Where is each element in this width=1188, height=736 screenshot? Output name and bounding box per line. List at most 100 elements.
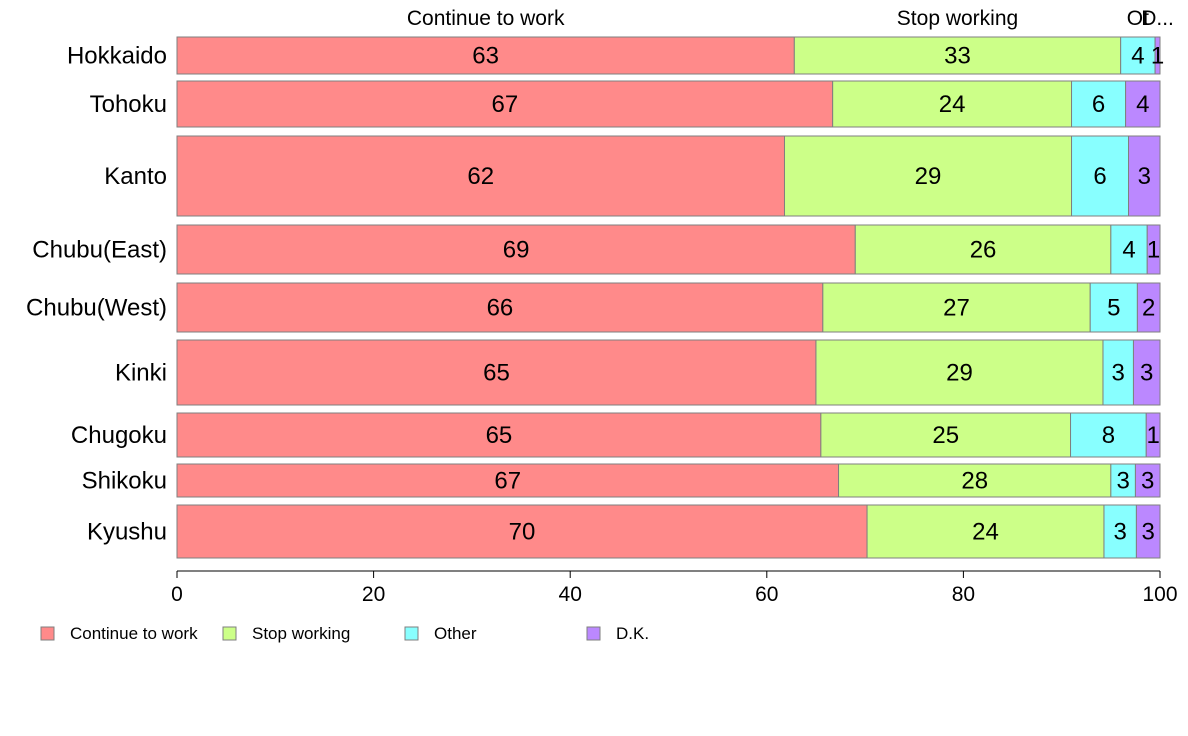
data-label: 28 xyxy=(961,468,988,495)
bar-tohoku-other xyxy=(1071,80,1127,128)
data-label: 33 xyxy=(944,43,971,70)
legend: Continue to work Stop working Other D.K. xyxy=(40,624,649,643)
legend-swatch xyxy=(404,626,419,641)
x-axis: 0 20 40 60 80 100 xyxy=(171,570,1178,606)
bar-chubu-east--stop-working xyxy=(854,224,1112,275)
bar-chugoku-continue-to-work xyxy=(176,412,822,458)
data-label: 3 xyxy=(1141,468,1154,495)
bar-chugoku-d-k- xyxy=(1145,412,1161,458)
data-label: 27 xyxy=(943,295,970,322)
bar-hokkaido-d-k- xyxy=(1154,36,1161,75)
bar-chubu-west--other xyxy=(1089,282,1138,333)
bar-kanto-continue-to-work xyxy=(176,135,785,217)
data-label: 24 xyxy=(939,91,966,118)
data-label: 66 xyxy=(487,295,514,322)
top-series-label: Continue to work xyxy=(407,7,565,30)
bar-kinki-continue-to-work xyxy=(176,339,817,406)
category-label: Shikoku xyxy=(82,468,167,495)
bar-tohoku-d-k- xyxy=(1125,80,1161,128)
legend-swatch xyxy=(586,626,601,641)
legend-swatch xyxy=(222,626,237,641)
data-label: 4 xyxy=(1131,43,1144,70)
legend-label: Continue to work xyxy=(70,624,198,643)
bar-kyushu-stop-working xyxy=(866,504,1105,559)
bar-hokkaido-continue-to-work xyxy=(176,36,795,75)
data-label: 62 xyxy=(467,163,494,190)
data-label: 3 xyxy=(1140,360,1153,387)
data-label: 67 xyxy=(491,91,518,118)
legend-label: D.K. xyxy=(616,624,649,643)
x-tick-label: 0 xyxy=(171,583,183,606)
bar-chubu-west--stop-working xyxy=(822,282,1091,333)
x-tick-label: 40 xyxy=(559,583,582,606)
bar-hokkaido-other xyxy=(1120,36,1156,75)
x-tick-label: 100 xyxy=(1142,583,1177,606)
data-label: 3 xyxy=(1114,519,1127,546)
top-series-label: Stop working xyxy=(897,7,1018,30)
legend-label: Stop working xyxy=(252,624,350,643)
data-label: 2 xyxy=(1142,295,1155,322)
data-label: 25 xyxy=(932,422,959,449)
bar-chubu-east--continue-to-work xyxy=(176,224,856,275)
bar-chubu-east--d-k- xyxy=(1146,224,1161,275)
top-series-label: D... xyxy=(1141,7,1174,30)
category-label: Kinki xyxy=(115,360,167,387)
bar-shikoku-continue-to-work xyxy=(176,463,840,498)
category-label: Kyushu xyxy=(87,519,167,546)
data-label: 4 xyxy=(1136,91,1149,118)
x-tick-label: 60 xyxy=(755,583,778,606)
data-label: 1 xyxy=(1146,422,1159,449)
category-label: Chubu(West) xyxy=(26,295,167,322)
data-label: 8 xyxy=(1102,422,1115,449)
data-label: 65 xyxy=(486,422,513,449)
bar-chubu-west--d-k- xyxy=(1136,282,1161,333)
x-tick-label: 20 xyxy=(362,583,385,606)
category-label: Chugoku xyxy=(71,422,167,449)
data-label: 29 xyxy=(915,163,942,190)
data-label: 24 xyxy=(972,519,999,546)
data-label: 5 xyxy=(1107,295,1120,322)
category-label: Chubu(East) xyxy=(32,237,167,264)
data-label: 67 xyxy=(494,468,521,495)
bar-kanto-stop-working xyxy=(783,135,1073,217)
data-label: 1 xyxy=(1151,43,1164,70)
bar-kanto-d-k- xyxy=(1128,135,1161,217)
bar-kanto-other xyxy=(1071,135,1130,217)
bars-group: 63 33 4 167 24 6 462 29 6 369 26 4 166 27 5 265 29 3 365 25… xyxy=(176,36,1164,559)
top-series-labels: Continue to work Stop working OtD... xyxy=(407,7,1174,30)
bar-kyushu-continue-to-work xyxy=(176,504,868,559)
data-label: 29 xyxy=(946,360,973,387)
data-label: 3 xyxy=(1116,468,1129,495)
data-label: 65 xyxy=(483,360,510,387)
bar-shikoku-d-k- xyxy=(1134,463,1161,498)
data-label: 4 xyxy=(1122,237,1135,264)
data-label: 3 xyxy=(1112,360,1125,387)
bar-hokkaido-stop-working xyxy=(793,36,1122,75)
category-label: Tohoku xyxy=(90,91,167,118)
x-tick-label: 80 xyxy=(952,583,975,606)
data-label: 70 xyxy=(509,519,536,546)
bar-chugoku-stop-working xyxy=(820,412,1072,458)
category-labels: Hokkaido Tohoku Kanto Chubu(East) Chubu(West… xyxy=(26,43,167,546)
bar-chubu-east--other xyxy=(1110,224,1148,275)
data-label: 1 xyxy=(1147,237,1160,264)
data-label: 6 xyxy=(1093,163,1106,190)
bar-kinki-d-k- xyxy=(1132,339,1161,406)
top-series-label: Ot xyxy=(1127,7,1149,30)
category-label: Kanto xyxy=(104,163,167,190)
legend-swatch xyxy=(40,626,55,641)
bar-kinki-stop-working xyxy=(815,339,1104,406)
data-label: 26 xyxy=(970,237,997,264)
bar-kyushu-d-k- xyxy=(1135,504,1161,559)
data-label: 3 xyxy=(1142,519,1155,546)
data-label: 6 xyxy=(1092,91,1105,118)
data-label: 3 xyxy=(1138,163,1151,190)
bar-kyushu-other xyxy=(1103,504,1137,559)
bar-chubu-west--continue-to-work xyxy=(176,282,824,333)
data-label: 69 xyxy=(503,237,530,264)
data-label: 63 xyxy=(472,43,499,70)
legend-label: Other xyxy=(434,624,477,643)
category-label: Hokkaido xyxy=(67,43,167,70)
bar-tohoku-stop-working xyxy=(832,80,1073,128)
